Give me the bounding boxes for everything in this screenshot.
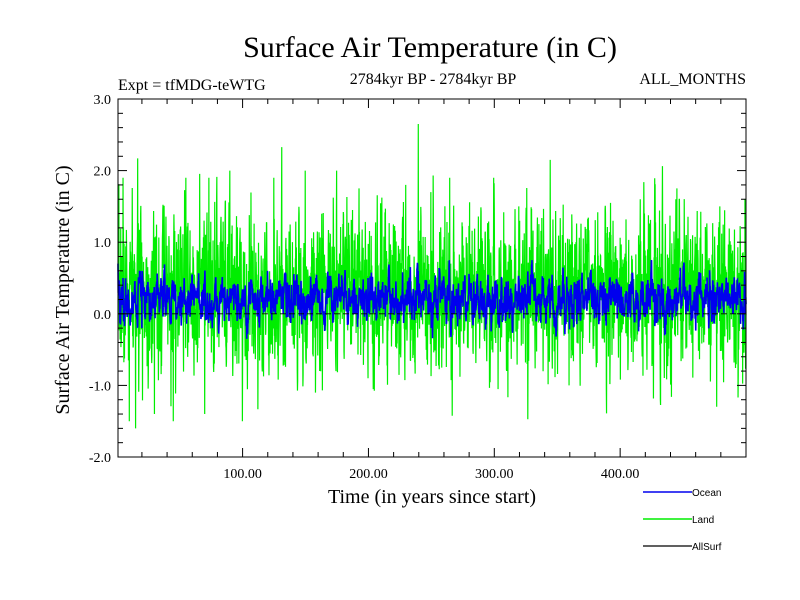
x-tick-label: 200.00 — [349, 467, 388, 482]
plot-frame — [117, 98, 747, 458]
legend-label-land: Land — [692, 515, 714, 526]
legend-label-ocean: Ocean — [692, 488, 721, 499]
legend-label-allsurf: AllSurf — [692, 542, 722, 553]
period-label: 2784kyr BP - 2784kyr BP — [350, 71, 517, 88]
y-tick-label: -2.0 — [89, 451, 111, 466]
months-label: ALL_MONTHS — [639, 71, 746, 88]
x-axis-label: Time (in years since start) — [328, 486, 536, 508]
land-series-line — [117, 124, 747, 429]
x-tick-label: 400.00 — [601, 467, 640, 482]
y-tick-label: -1.0 — [89, 379, 111, 394]
chart-title: Surface Air Temperature (in C) — [243, 31, 617, 64]
y-tick-label: 2.0 — [94, 165, 112, 180]
x-tick-label: 300.00 — [475, 467, 514, 482]
x-tick-label: 100.00 — [223, 467, 262, 482]
legend: Ocean Land AllSurf — [643, 488, 722, 553]
y-tick-label: 3.0 — [94, 93, 112, 108]
experiment-label: Expt = tfMDG-teWTG — [118, 77, 266, 94]
y-tick-label: 0.0 — [94, 308, 112, 323]
axes: -2.0 -1.0 0.0 1.0 2.0 3.0 100.00 200.00 300.00 40… — [89, 93, 747, 482]
y-axis-label: Surface Air Temperature (in C) — [52, 165, 74, 414]
y-tick-label: 1.0 — [94, 236, 112, 251]
plot-area — [117, 124, 747, 429]
ocean-series-line — [117, 259, 747, 339]
